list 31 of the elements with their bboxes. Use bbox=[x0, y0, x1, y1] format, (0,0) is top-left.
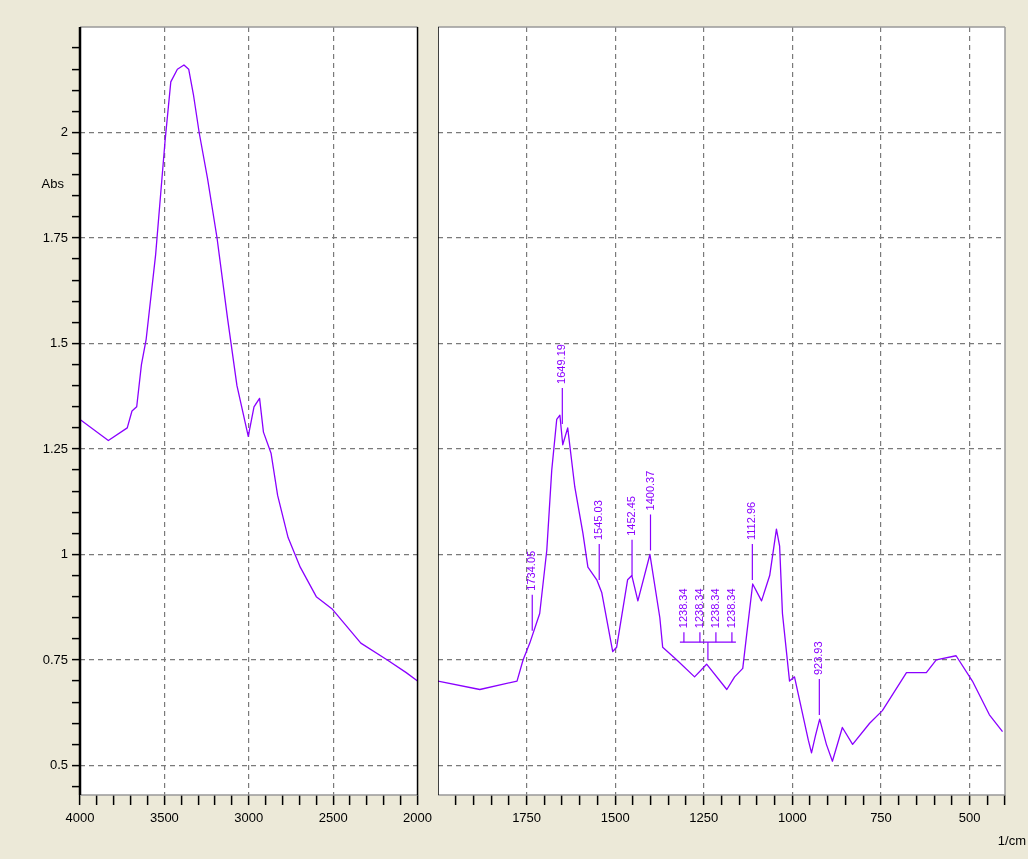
annotation: 1734.05 bbox=[525, 550, 538, 591]
y-tick-label: 1.5 bbox=[49, 335, 68, 351]
x-tick-label: 2000 bbox=[403, 810, 432, 826]
x-tick-label: 1750 bbox=[512, 810, 542, 826]
x-tick-label: 3500 bbox=[149, 810, 179, 826]
annotation: 1238.34 bbox=[724, 588, 737, 629]
x-tick-label: 1250 bbox=[689, 810, 719, 826]
x-tick-label: 500 bbox=[958, 810, 981, 826]
x-tick-label: 1000 bbox=[777, 810, 807, 826]
annotation: 1238.34 bbox=[708, 588, 721, 629]
x-tick-label: 1500 bbox=[600, 810, 630, 826]
x-tick-label: 3000 bbox=[234, 810, 264, 826]
annotation: 1112.96 bbox=[745, 501, 758, 541]
annotation: 1238.34 bbox=[692, 588, 705, 629]
y-tick-label: 1.75 bbox=[42, 229, 68, 245]
x-tick-label: 4000 bbox=[65, 810, 95, 826]
annotation: 1400.37 bbox=[643, 470, 656, 511]
x-tick-label: 2500 bbox=[318, 810, 348, 826]
annotation: 1452.45 bbox=[625, 496, 638, 536]
y-tick-label: 2 bbox=[60, 124, 68, 140]
annotation: 923.93 bbox=[812, 641, 825, 676]
annotation: 1649.19 bbox=[555, 344, 568, 384]
y-axis-title: Abs bbox=[41, 176, 65, 192]
y-tick-label: 0.5 bbox=[49, 757, 68, 773]
y-tick-label: 1.25 bbox=[42, 440, 68, 456]
x-axis-title: 1/cm bbox=[997, 833, 1026, 849]
annotation: 1238.34 bbox=[676, 588, 689, 629]
x-tick-label: 750 bbox=[870, 810, 892, 826]
y-tick-label: 1 bbox=[60, 546, 68, 562]
annotation: 1545.03 bbox=[592, 500, 605, 541]
y-tick-label: 0.75 bbox=[42, 651, 68, 667]
